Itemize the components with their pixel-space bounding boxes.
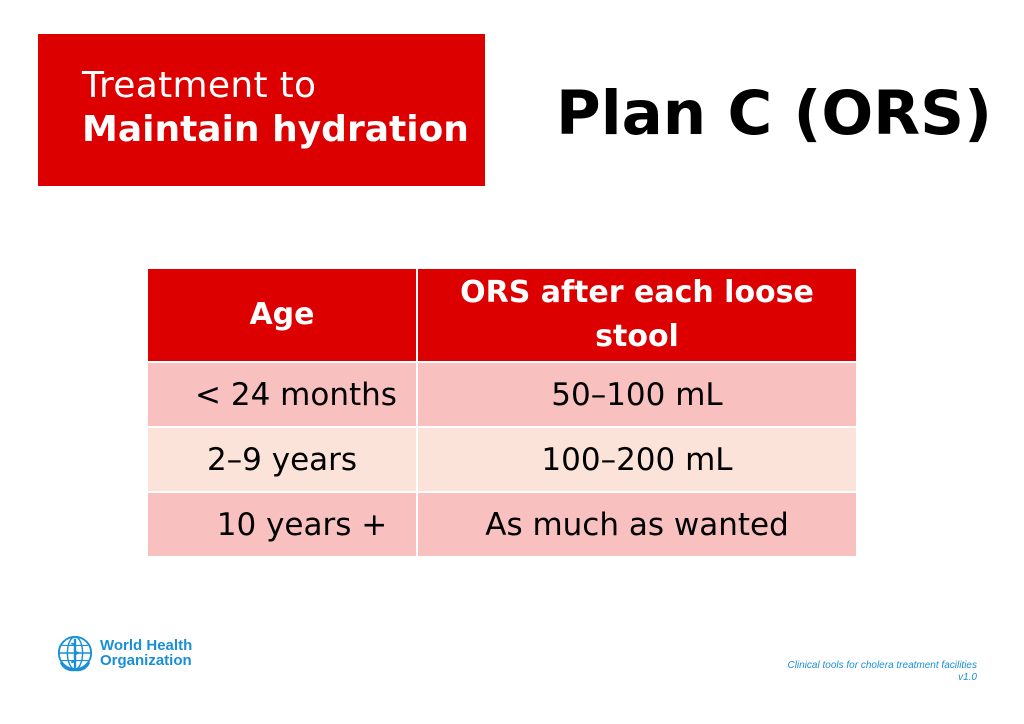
- section-title-line1: Treatment to: [82, 65, 317, 106]
- who-logo-text: World Health Organization: [100, 638, 192, 668]
- footer-note: Clinical tools for cholera treatment fac…: [787, 660, 977, 684]
- table-cell-ors: 100–200 mL: [416, 426, 858, 493]
- table-cell-ors: As much as wanted: [416, 491, 858, 558]
- ors-table: Age ORS after each loose stool < 24 mont…: [146, 267, 858, 558]
- ors-table-container: Age ORS after each loose stool < 24 mont…: [146, 267, 858, 558]
- who-emblem-icon: [57, 635, 93, 672]
- table-row: 10 years + As much as wanted: [146, 491, 858, 558]
- table-header-row: Age ORS after each loose stool: [146, 267, 858, 363]
- who-logo-line1: World Health: [100, 637, 193, 654]
- page-title: Plan C (ORS): [556, 78, 992, 149]
- table-cell-ors: 50–100 mL: [416, 361, 858, 428]
- table-row: < 24 months 50–100 mL: [146, 361, 858, 428]
- column-header-ors: ORS after each loose stool: [416, 267, 858, 363]
- table-cell-age: 10 years +: [146, 491, 418, 558]
- footer-line1: Clinical tools for cholera treatment fac…: [787, 660, 977, 671]
- table-cell-age: < 24 months: [146, 361, 418, 428]
- table-cell-age: 2–9 years: [146, 426, 418, 493]
- table-row: 2–9 years 100–200 mL: [146, 426, 858, 493]
- who-logo: World Health Organization: [56, 634, 192, 672]
- who-logo-line2: Organization: [100, 652, 192, 669]
- column-header-age: Age: [146, 267, 418, 363]
- section-title-line2: Maintain hydration: [82, 109, 469, 150]
- footer-version: v1.0: [958, 672, 977, 683]
- section-title-box: Treatment to Maintain hydration: [38, 34, 485, 186]
